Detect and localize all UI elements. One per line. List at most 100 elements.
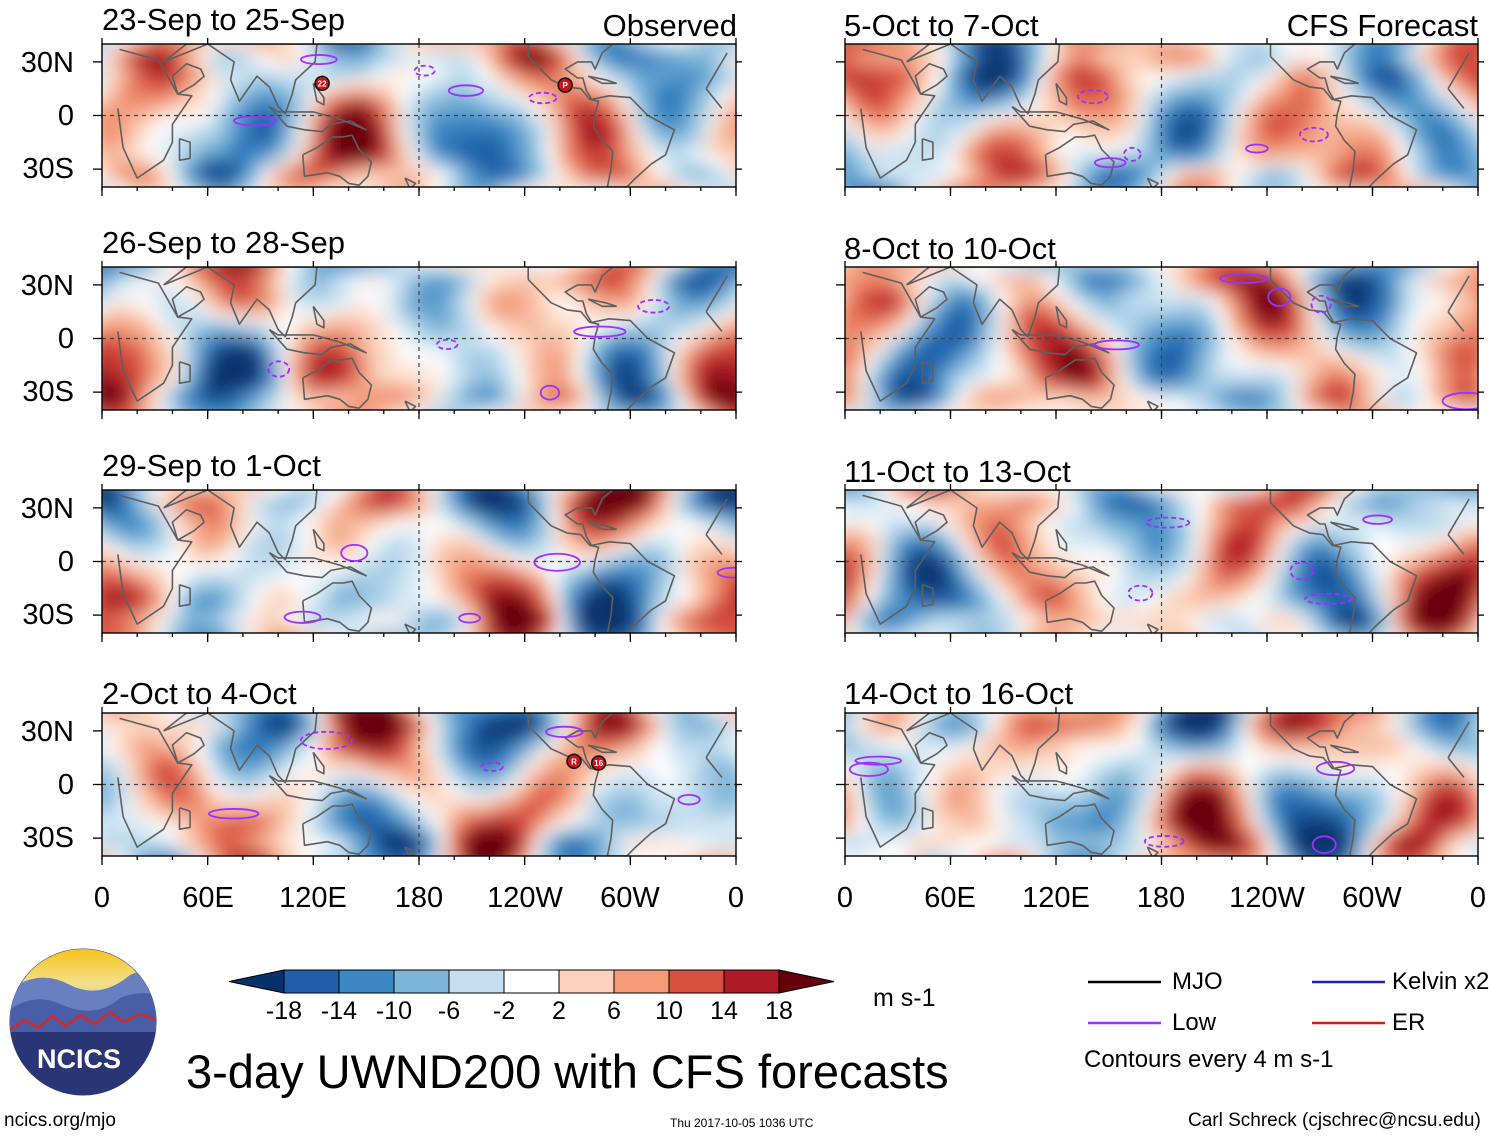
axis-ticks [836,707,1484,865]
units-label: m s-1 [873,984,936,1012]
observed-panel-title-2: 26-Sep to 28-Sep [102,225,346,260]
axis-ticks [93,707,742,865]
colorbar-swatch [613,969,670,994]
colorbar-swatch [723,969,780,994]
colorbar [228,969,835,994]
legend-lines [1088,980,1385,1025]
lat-label-30s: 30S [22,822,74,854]
lon-label-left: 120E [279,882,347,914]
lat-label-30n: 30N [20,716,74,748]
lon-label-left: 180 [394,882,444,914]
lon-label-right: 0 [1469,882,1487,914]
observed-panel-3 [93,484,742,642]
colorbar-label: 10 [655,997,683,1025]
coastlines [860,44,1470,187]
forecast-panel-title-2: 8-Oct to 10-Oct [844,231,1056,266]
lat-label-eq: 0 [57,546,74,578]
svg-text:22: 22 [318,79,327,88]
footer-url[interactable]: ncics.org/mjo [4,1110,116,1131]
legend-label-low: Low [1172,1009,1217,1036]
forecast-panel-1 [836,38,1484,196]
forecast-panel-3 [836,484,1484,642]
observed-panel-title-1: 23-Sep to 25-Sep [102,2,346,37]
svg-text:P: P [563,81,569,90]
coastlines [117,44,728,187]
chart-title: 3-day UWND200 with CFS forecasts [186,1045,949,1098]
colorbar-label: 2 [552,997,566,1025]
forecast-panel-title-4: 14-Oct to 16-Oct [844,676,1074,711]
axis-ticks [836,38,1484,196]
lat-label-eq: 0 [57,769,74,801]
cfs-forecast-label: CFS Forecast [1286,8,1478,43]
forecast-panel-title-3: 11-Oct to 13-Oct [844,454,1071,489]
colorbar-swatch [393,969,450,994]
axis-ticks [93,38,742,196]
colorbar-label: 18 [765,997,793,1025]
colorbar-label: -10 [375,997,413,1025]
coastlines [117,713,728,856]
colorbar-label: -2 [492,997,516,1025]
legend-label-mjo: MJO [1172,968,1223,995]
axis-ticks [93,484,742,642]
lat-label-30n: 30N [20,270,74,302]
storm-marker: R [566,753,582,770]
colorbar-swatch [283,969,340,994]
colorbar-label: 6 [607,997,621,1025]
lon-label-left: 60E [182,882,234,914]
ncics-logo [8,947,158,1097]
anomaly-field [845,490,1478,633]
anomaly-field [102,713,736,856]
colorbar-swatch [778,969,835,994]
legend-label-kelvin: Kelvin x2 [1392,968,1490,995]
low-contours [1093,273,1478,410]
colorbar-label: -6 [437,997,461,1025]
low-contours [1127,514,1393,605]
colorbar-label: -14 [320,997,358,1025]
storm-marker: 16 [590,755,607,771]
anomaly-field [102,490,736,633]
storm-marker: 22 [314,75,330,92]
low-contours [207,725,701,820]
observed-label: Observed [602,8,737,43]
lon-label-right: 60W [1342,882,1402,914]
observed-panel-4: R 16 [93,707,742,865]
lat-label-30n: 30N [20,493,74,525]
axis-ticks [836,261,1484,419]
logo-text: NCICS [37,1044,122,1074]
observed-panel-1: 22 P [93,38,742,196]
storm-marker: P [557,77,573,93]
forecast-panel-title-1: 5-Oct to 7-Oct [844,8,1039,43]
lon-label-left: 0 [727,882,745,914]
observed-panel-title-3: 29-Sep to 1-Oct [102,448,321,483]
lon-label-left: 0 [93,882,111,914]
low-contours [283,543,736,624]
lon-label-right: 120E [1022,882,1090,914]
lat-label-30n: 30N [20,47,74,79]
coastlines [860,267,1470,410]
lon-label-right: 0 [836,882,854,914]
lat-label-30s: 30S [22,376,74,408]
axis-ticks [93,261,742,419]
forecast-panel-2 [836,261,1484,419]
legend-label-er: ER [1392,1009,1426,1036]
forecast-panel-4 [836,707,1484,865]
lat-label-eq: 0 [57,100,74,132]
observed-panel-title-4: 2-Oct to 4-Oct [102,676,297,711]
colorbar-label: 14 [710,997,738,1025]
colorbar-swatch [228,969,285,994]
lon-label-right: 180 [1136,882,1186,914]
colorbar-swatch [558,969,615,994]
low-contours [1076,89,1329,169]
lon-label-right: 60E [924,882,976,914]
axis-ticks [836,484,1484,642]
lon-label-right: 120W [1229,882,1305,914]
lat-label-30s: 30S [22,599,74,631]
map-panels: 22 P R 16 [93,38,1484,865]
contour-note: Contours every 4 m s-1 [1084,1046,1334,1073]
colorbar-label: -18 [265,997,303,1025]
lon-label-left: 60W [600,882,660,914]
footer-timestamp: Thu 2017-10-05 1036 UTC [670,1116,814,1130]
low-contours [267,299,670,401]
colorbar-swatch [668,969,725,994]
